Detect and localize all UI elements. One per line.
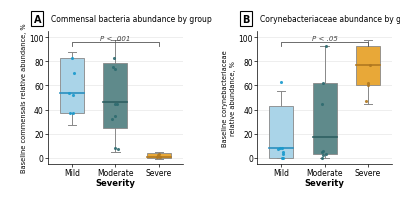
Point bbox=[320, 82, 326, 85]
Point bbox=[319, 102, 325, 106]
Bar bbox=[104, 63, 128, 128]
Point bbox=[109, 118, 116, 121]
Bar bbox=[356, 46, 380, 86]
Point bbox=[110, 57, 117, 60]
Point bbox=[278, 81, 284, 84]
Point bbox=[363, 100, 370, 103]
Point bbox=[69, 57, 75, 60]
Point bbox=[322, 45, 329, 48]
Point bbox=[112, 68, 118, 71]
Point bbox=[154, 155, 160, 158]
Point bbox=[70, 112, 77, 115]
Text: Corynebacteriaceae abundance by group: Corynebacteriaceae abundance by group bbox=[260, 15, 400, 24]
Point bbox=[70, 72, 77, 76]
Bar bbox=[269, 106, 293, 158]
Text: P < .05: P < .05 bbox=[312, 36, 338, 42]
Text: B: B bbox=[243, 15, 250, 25]
Point bbox=[67, 112, 74, 115]
Y-axis label: Baseline commensals relative abundance, %: Baseline commensals relative abundance, … bbox=[20, 24, 26, 172]
Point bbox=[323, 153, 329, 156]
Point bbox=[154, 154, 161, 157]
Point bbox=[318, 150, 325, 154]
Point bbox=[320, 149, 326, 152]
Point bbox=[280, 156, 287, 160]
Point bbox=[275, 148, 282, 151]
Bar bbox=[147, 153, 171, 158]
Point bbox=[318, 156, 325, 160]
Y-axis label: Baseline corynebacteriaceae
relative abundance, %: Baseline corynebacteriaceae relative abu… bbox=[222, 50, 236, 146]
Point bbox=[279, 147, 286, 150]
X-axis label: Severity: Severity bbox=[305, 178, 344, 187]
Point bbox=[278, 156, 285, 160]
Point bbox=[320, 154, 326, 157]
Point bbox=[364, 82, 371, 85]
Point bbox=[114, 102, 120, 106]
Bar bbox=[312, 84, 336, 154]
Point bbox=[70, 94, 76, 97]
Bar bbox=[60, 58, 84, 114]
Point bbox=[156, 153, 162, 156]
Point bbox=[109, 66, 116, 70]
Text: Commensal bacteria abundance by group: Commensal bacteria abundance by group bbox=[51, 15, 212, 24]
Point bbox=[157, 155, 164, 158]
Point bbox=[112, 102, 118, 106]
Point bbox=[367, 64, 374, 67]
Point bbox=[115, 148, 121, 151]
X-axis label: Severity: Severity bbox=[96, 178, 135, 187]
Point bbox=[66, 92, 72, 95]
Point bbox=[112, 147, 118, 150]
Point bbox=[365, 84, 371, 88]
Text: A: A bbox=[34, 15, 41, 25]
Point bbox=[112, 114, 118, 118]
Text: P < .001: P < .001 bbox=[100, 36, 131, 42]
Point bbox=[280, 153, 287, 156]
Point bbox=[280, 150, 286, 154]
Point bbox=[277, 147, 284, 150]
